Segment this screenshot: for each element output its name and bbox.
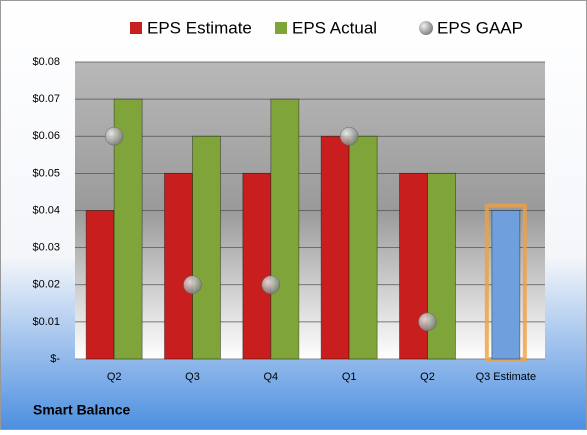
y-tick-label: $0.05 [32, 167, 60, 179]
y-tick-label: $0.04 [32, 204, 60, 216]
bar [164, 172, 193, 360]
legend-label: EPS Estimate [147, 18, 252, 37]
bar [348, 135, 378, 360]
y-tick-label: $0.01 [32, 316, 60, 328]
bar [192, 135, 221, 360]
bar [427, 172, 456, 360]
chart-title: Smart Balance [33, 402, 130, 418]
x-tick-label: Q2 [107, 371, 122, 383]
y-tick-label: $0.06 [32, 130, 60, 142]
legend-marker [275, 22, 287, 34]
bar [85, 210, 115, 360]
x-tick-label: Q2 [420, 371, 435, 383]
legend-label: EPS Actual [292, 18, 377, 37]
legend-marker [130, 22, 142, 34]
y-tick-label: $0.08 [32, 56, 60, 68]
gaap-bubble [183, 275, 202, 294]
gaap-bubble [261, 275, 281, 294]
x-tick-label: Q3 Estimate [476, 371, 537, 383]
x-tick-label: Q3 [185, 371, 200, 383]
x-tick-label: Q1 [342, 371, 357, 383]
legend-label: EPS GAAP [437, 18, 523, 37]
y-tick-label: $0.03 [32, 242, 60, 254]
bar [491, 210, 521, 360]
legend-marker [419, 21, 433, 35]
y-tick-label: $0.02 [32, 279, 60, 291]
y-tick-label: $- [50, 353, 60, 365]
bar [320, 135, 350, 360]
bar [399, 172, 428, 360]
gaap-bubble [339, 127, 359, 146]
bar [242, 172, 272, 360]
gaap-bubble [104, 127, 124, 146]
y-tick-label: $0.07 [32, 93, 60, 105]
bar [270, 98, 300, 360]
gaap-bubble [418, 312, 437, 332]
x-tick-label: Q4 [263, 371, 278, 383]
